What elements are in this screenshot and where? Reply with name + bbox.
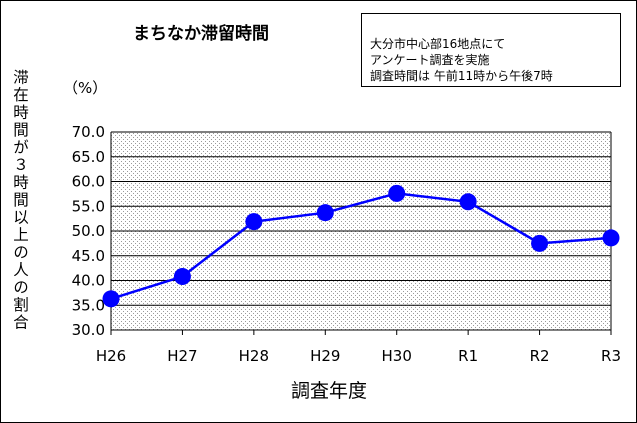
y-tick-label: 35.0 [72,296,105,314]
x-tick-label: H29 [310,347,340,365]
note-box: 大分市中心部16地点にて アンケート調査を実施 調査時間は 午前11時から午後7… [361,13,621,87]
y-tick-label: 50.0 [72,222,105,240]
y-tick-label: 30.0 [72,321,105,339]
x-tick-label: H27 [167,347,197,365]
data-point [173,268,191,286]
x-tick-label: R2 [530,347,550,365]
note-line-3: 調査時間は 午前11時から午後7時 [370,69,553,83]
y-axis-label: 滞在時間が３時間以上の人の割合 [11,69,29,332]
y-tick-label: 60.0 [72,173,105,191]
x-tick-label: R1 [458,347,478,365]
x-tick-label: H30 [382,347,412,365]
x-tick-labels: H26 H27 H28 H29 H30 R1 R2 R3 [96,347,621,365]
note-line-2: アンケート調査を実施 [370,53,490,67]
data-point [388,184,406,202]
y-tick-label: 40.0 [72,272,105,290]
data-point [245,213,263,231]
data-point [531,234,549,252]
x-tick-label: R3 [601,347,621,365]
note-line-1: 大分市中心部16地点にて [370,37,506,51]
x-tick-label: H26 [96,347,126,365]
y-tick-label: 55.0 [72,197,105,215]
chart-title: まちなか滞留時間 [133,24,269,44]
y-tick-label: 65.0 [72,148,105,166]
y-axis-unit: （%） [63,79,108,97]
y-tick-labels: 30.0 35.0 40.0 45.0 50.0 55.0 60.0 65.0 70.0 [72,123,105,339]
data-point [102,290,120,308]
series-line [110,192,612,301]
data-point [459,193,477,211]
x-tick-label: H28 [239,347,269,365]
y-tick-label: 45.0 [72,247,105,265]
data-point [602,229,620,247]
gridlines [111,131,611,331]
y-tick-label: 70.0 [72,123,105,141]
x-axis-label: 調査年度 [291,380,368,402]
series [102,184,620,308]
data-point [316,204,334,222]
